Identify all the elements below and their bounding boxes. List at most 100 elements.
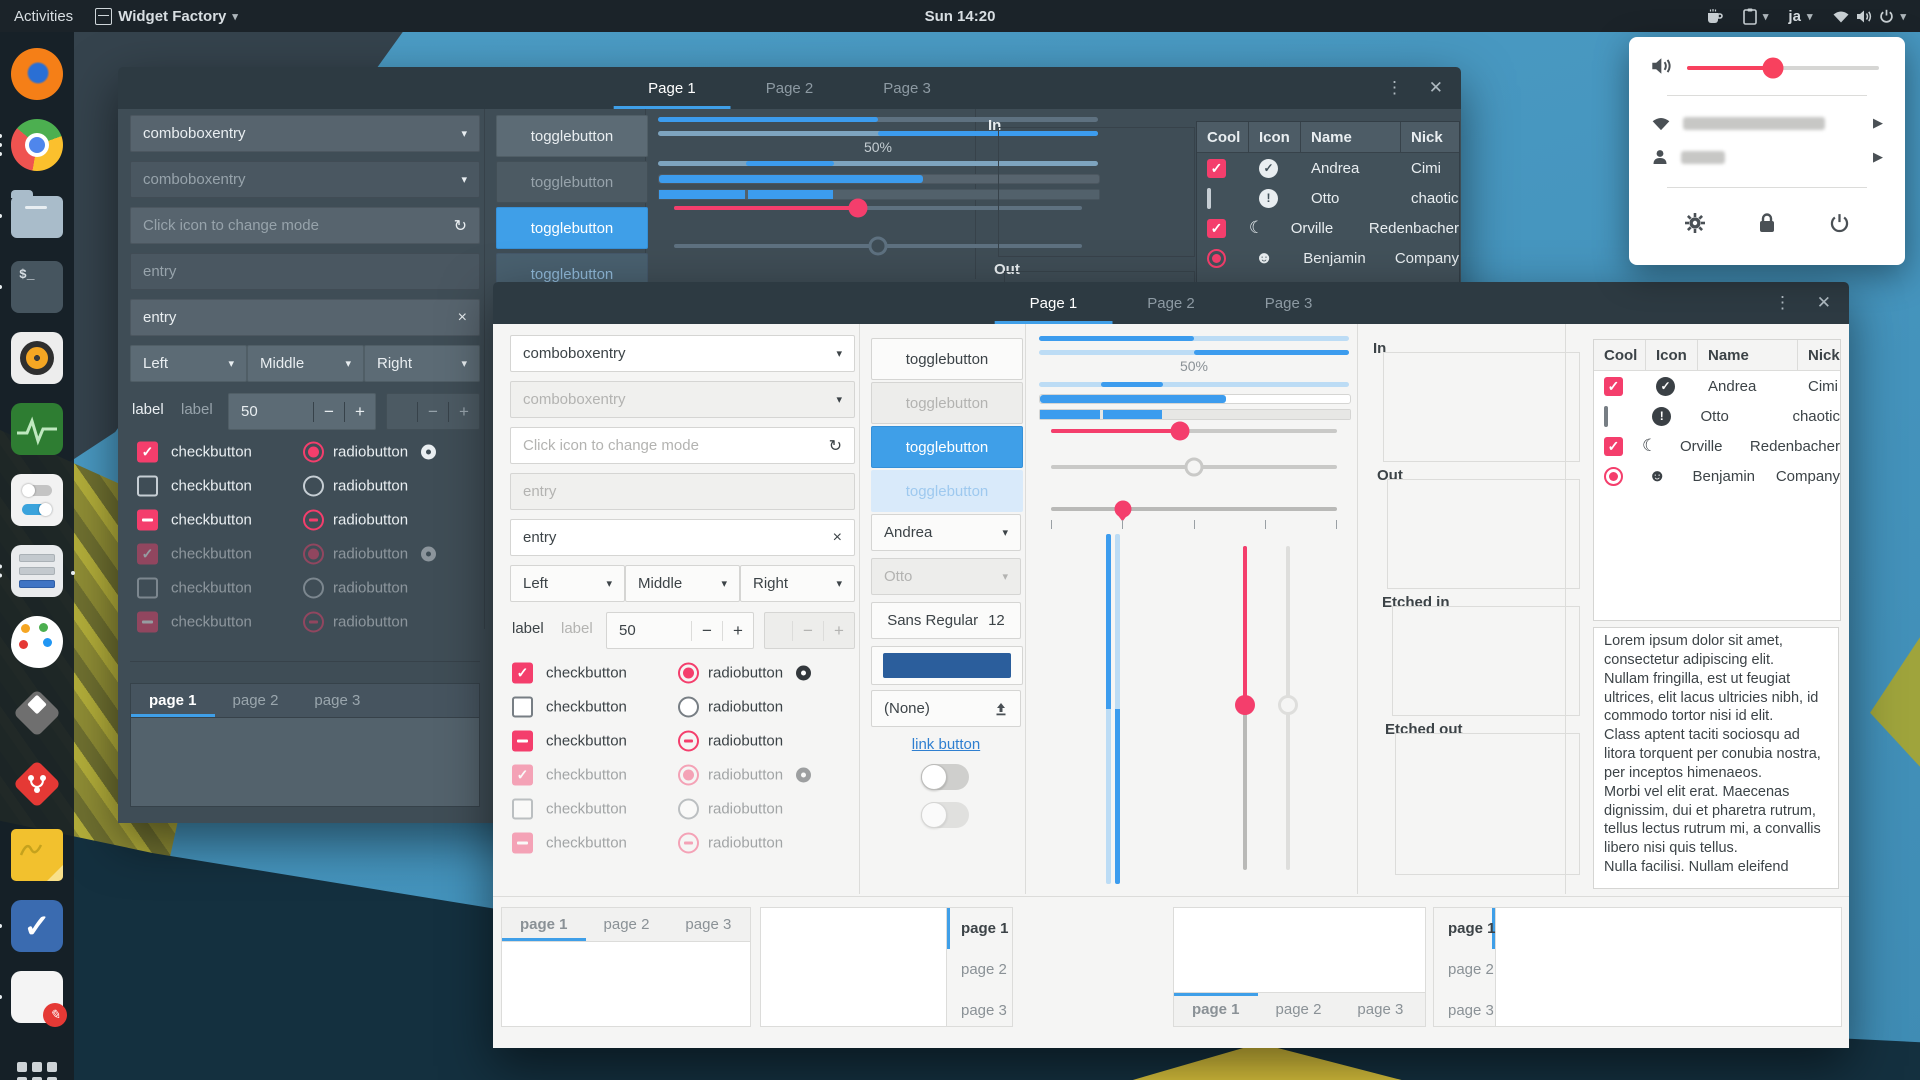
file-chooser-button[interactable]: (None): [871, 690, 1021, 727]
mode-entry[interactable]: Click icon to change mode ↻: [510, 427, 855, 464]
combo-left[interactable]: Left ▾: [130, 345, 247, 382]
radio-indeterminate[interactable]: [678, 730, 699, 752]
tab-page3[interactable]: Page 3: [883, 79, 931, 97]
dock-item-tweaks[interactable]: [11, 474, 63, 526]
dock-item-palette[interactable]: [11, 616, 63, 668]
close-button[interactable]: ✕: [1428, 78, 1443, 97]
clear-icon[interactable]: ×: [832, 528, 842, 546]
frame-out[interactable]: [1387, 479, 1580, 589]
spin-plus[interactable]: +: [722, 620, 753, 641]
entry[interactable]: entry ×: [510, 519, 855, 556]
refresh-icon[interactable]: ↻: [828, 437, 842, 455]
nb-tab-page3[interactable]: page 3: [685, 916, 732, 933]
dock-item-audio[interactable]: [11, 332, 63, 384]
refresh-icon[interactable]: ↻: [453, 217, 467, 235]
dock-item-system-monitor[interactable]: [11, 403, 63, 455]
settings-button[interactable]: [1673, 201, 1717, 245]
system-status-area[interactable]: ▾: [1832, 9, 1906, 24]
scale-slider[interactable]: [1051, 420, 1337, 441]
checkbox-unchecked[interactable]: [137, 475, 158, 497]
clock[interactable]: Sun 14:20: [924, 7, 996, 25]
togglebutton[interactable]: togglebutton: [871, 338, 1023, 380]
radio-unselected[interactable]: [678, 696, 699, 718]
checkbox-checked[interactable]: [512, 662, 533, 684]
user-item[interactable]: ▶: [1629, 141, 1905, 173]
dock-item-todo[interactable]: ✓: [0, 900, 63, 952]
comboboxentry[interactable]: comboboxentry ▾: [130, 115, 480, 152]
scale-slider[interactable]: [674, 197, 1082, 218]
nb-tab-page3[interactable]: page 3: [961, 1002, 1007, 1019]
dock-item-chrome[interactable]: [0, 119, 63, 171]
checkbox-checked[interactable]: [1604, 436, 1623, 456]
tab-page2[interactable]: Page 2: [765, 79, 814, 97]
nb-tab-page1[interactable]: page 1: [947, 908, 1012, 949]
caffeine-icon[interactable]: [1706, 8, 1723, 25]
vertical-scale-slider[interactable]: [1235, 546, 1255, 870]
combo-right[interactable]: Right ▾: [740, 565, 855, 602]
nb-tab-page2[interactable]: page 2: [1448, 961, 1494, 978]
dock-item-inkscape[interactable]: [11, 687, 63, 739]
radio-selected[interactable]: [303, 441, 324, 463]
menu-button[interactable]: ⋮: [1774, 293, 1791, 312]
spinbutton[interactable]: 50− +: [228, 393, 376, 430]
radio-selected[interactable]: [1207, 248, 1226, 268]
volume-slider[interactable]: [1687, 57, 1879, 79]
dock-item-notes[interactable]: [11, 829, 63, 881]
tab-page3[interactable]: Page 3: [1264, 294, 1313, 312]
radio-unselected[interactable]: [303, 475, 324, 497]
dock-item-widget-factory[interactable]: [0, 545, 75, 597]
tree-header[interactable]: Cool Icon Name Nick: [1594, 340, 1840, 371]
nb-tab-page2[interactable]: page 2: [1275, 1001, 1322, 1018]
activities-button[interactable]: Activities: [14, 7, 74, 25]
combobox-name[interactable]: Andrea ▾: [871, 514, 1021, 551]
spin-plus[interactable]: +: [344, 401, 375, 422]
headerbar[interactable]: Page 1 Page 2 Page 3 ⋮ ✕: [118, 67, 1461, 109]
nb-tab-page2[interactable]: page 2: [232, 692, 279, 709]
headerbar[interactable]: Page 1 Page 2 Page 3 ⋮ ✕: [493, 282, 1849, 324]
dock-item-text-editor[interactable]: ✎: [0, 971, 67, 1027]
combo-middle[interactable]: Middle ▾: [625, 565, 740, 602]
network-item[interactable]: ▶: [1629, 107, 1905, 139]
entry[interactable]: entry ×: [130, 299, 480, 336]
nb-tab-page1[interactable]: page 1: [131, 684, 215, 717]
togglebutton-active[interactable]: togglebutton: [496, 207, 648, 249]
textview-lorem[interactable]: Lorem ipsum dolor sit amet, consectetur …: [1593, 627, 1839, 889]
dock-item-app-grid[interactable]: [11, 1042, 63, 1080]
spin-minus[interactable]: −: [313, 401, 344, 422]
spinbutton[interactable]: 50− +: [606, 612, 754, 649]
checkbox-indeterminate[interactable]: [137, 509, 158, 531]
menu-button[interactable]: ⋮: [1386, 78, 1403, 97]
nb-tab-page3[interactable]: page 3: [1448, 1002, 1494, 1019]
radio-indeterminate[interactable]: [303, 509, 324, 531]
combo-right[interactable]: Right ▾: [364, 345, 480, 382]
tree-row[interactable]: ☻ Benjamin Company: [1594, 461, 1840, 491]
frame-in[interactable]: [1383, 352, 1580, 462]
tab-page1[interactable]: Page 1: [613, 67, 731, 109]
nb-tab-page1[interactable]: page 1: [1174, 993, 1258, 1026]
clear-icon[interactable]: ×: [457, 308, 467, 326]
nb-tab-page2[interactable]: page 2: [603, 916, 650, 933]
tab-page1[interactable]: Page 1: [995, 282, 1113, 324]
combo-left[interactable]: Left ▾: [510, 565, 625, 602]
checkbox-unchecked[interactable]: [1604, 405, 1608, 427]
lock-button[interactable]: [1745, 201, 1789, 245]
checkbox-indeterminate[interactable]: [512, 730, 533, 752]
checkbox-checked[interactable]: [1207, 158, 1226, 178]
frame-etched-in[interactable]: [1392, 606, 1580, 716]
dock-item-firefox[interactable]: [11, 48, 63, 100]
close-button[interactable]: ✕: [1816, 293, 1831, 312]
app-menu[interactable]: Widget Factory ▾: [95, 7, 238, 25]
keyboard-layout-indicator[interactable]: ja ▾: [1788, 7, 1813, 25]
frame-etched-out[interactable]: [1395, 733, 1580, 875]
nb-tab-page2[interactable]: page 2: [961, 961, 1007, 978]
dock-item-terminal[interactable]: $_: [0, 261, 63, 313]
checkbox-checked[interactable]: [1604, 376, 1623, 396]
frame-in[interactable]: [998, 127, 1195, 257]
nb-tab-page1[interactable]: page 1: [1434, 908, 1496, 949]
tree-row[interactable]: ! Otto chaotic: [1197, 183, 1459, 213]
mode-entry[interactable]: Click icon to change mode ↻: [130, 207, 480, 244]
nb-tab-page3[interactable]: page 3: [314, 692, 361, 709]
